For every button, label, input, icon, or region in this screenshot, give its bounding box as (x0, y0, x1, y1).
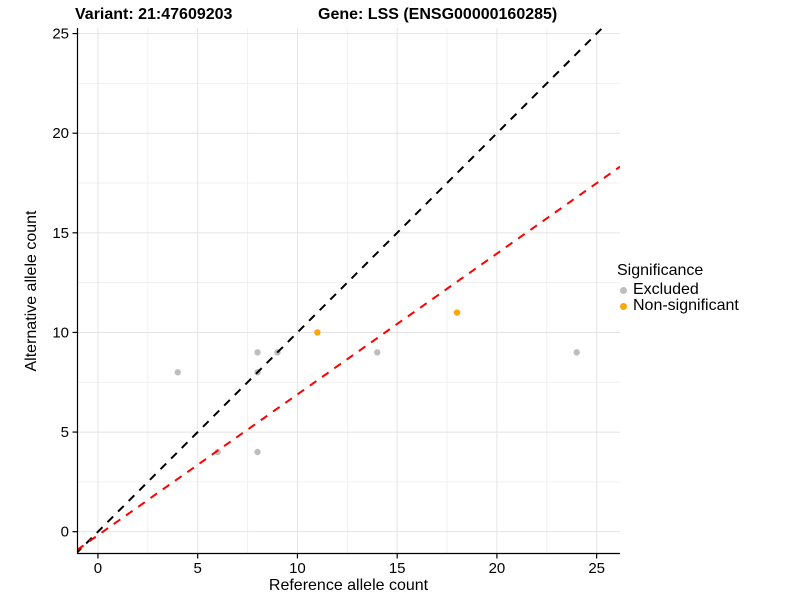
regression-line (77, 165, 620, 551)
x-tick-label: 10 (289, 560, 306, 577)
legend: Significance Excluded Non-significant (615, 262, 739, 314)
legend-item-non-significant: Non-significant (615, 297, 739, 314)
x-tick-label: 25 (588, 560, 605, 577)
x-tick-label: 15 (389, 560, 406, 577)
data-point-excluded (573, 349, 580, 356)
data-point-excluded (254, 448, 261, 456)
y-tick-label: 5 (61, 424, 69, 441)
identity-line (77, 28, 603, 554)
y-tick-label: 0 (61, 524, 69, 541)
legend-label-excluded: Excluded (633, 281, 699, 298)
legend-item-excluded: Excluded (615, 281, 739, 298)
data-point-excluded (174, 369, 181, 376)
y-tick-label: 20 (52, 125, 69, 142)
y-tick-label: 10 (52, 324, 69, 341)
y-tick-label: 25 (52, 26, 69, 43)
data-point-excluded (374, 349, 381, 356)
data-point-non-significant (314, 329, 321, 336)
legend-title: Significance (617, 262, 704, 279)
scatter-plot: 0 5 10 15 20 25 0 5 10 15 20 25 (52, 26, 620, 577)
y-axis-title: Alternative allele count (23, 210, 40, 372)
legend-swatch-non-significant (620, 302, 627, 310)
data-point-non-significant (453, 309, 461, 316)
x-tick-label: 0 (94, 560, 102, 577)
legend-label-non-significant: Non-significant (633, 297, 739, 314)
data-point-excluded (254, 349, 261, 356)
x-axis-title: Reference allele count (268, 577, 429, 594)
gene-title: Gene: LSS (ENSG00000160285) (318, 6, 558, 23)
x-tick-label: 5 (194, 560, 202, 577)
data-point-excluded (214, 448, 221, 456)
x-tick-label: 20 (489, 560, 506, 577)
y-tick-label: 15 (52, 225, 69, 242)
variant-title: Variant: 21:47609203 (75, 6, 233, 23)
legend-swatch-excluded (620, 286, 627, 294)
